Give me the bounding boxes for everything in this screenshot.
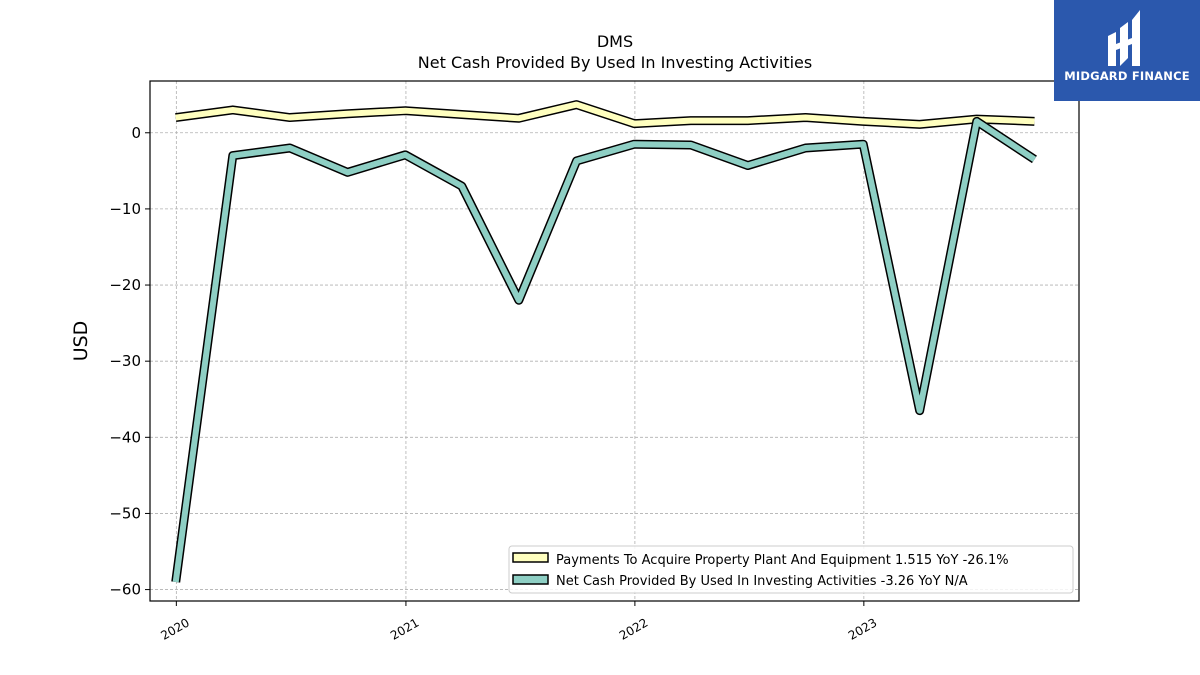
midgard-finance-logo: MIDGARD FINANCE <box>1054 0 1200 101</box>
y-tick-label: −50 <box>109 504 141 522</box>
legend: Payments To Acquire Property Plant And E… <box>508 545 1074 594</box>
y-axis-label: USD <box>70 321 92 362</box>
legend-swatch-payments <box>512 552 549 563</box>
chart-subtitle: Net Cash Provided By Used In Investing A… <box>418 53 812 72</box>
series-line-0 <box>175 101 1035 128</box>
series-line-1 <box>172 118 1037 583</box>
y-tick-label: 0 <box>131 124 141 142</box>
legend-label-net-cash: Net Cash Provided By Used In Investing A… <box>556 574 968 589</box>
grid <box>150 81 1079 601</box>
x-tick-label: 2023 <box>846 615 879 642</box>
x-tick-label: 2020 <box>158 615 191 642</box>
chart-title: DMS <box>597 32 633 51</box>
x-tick-label: 2022 <box>617 615 650 642</box>
y-tick-label: −30 <box>109 352 141 370</box>
y-tick-label: −20 <box>109 276 141 294</box>
logo-text: MIDGARD FINANCE <box>1064 69 1190 83</box>
y-tick-label: −10 <box>109 200 141 218</box>
plot-frame <box>149 80 1080 602</box>
midgard-logo-icon <box>1108 10 1140 66</box>
legend-box <box>508 545 1074 594</box>
y-tick-label: −40 <box>109 428 141 446</box>
x-axis-ticks: 2020 2021 2022 2023 <box>158 601 879 643</box>
y-tick-label: −60 <box>109 581 141 599</box>
legend-label-payments: Payments To Acquire Property Plant And E… <box>556 553 1009 568</box>
x-tick-label: 2021 <box>388 615 421 642</box>
legend-swatch-net-cash <box>512 574 549 585</box>
y-axis-ticks: 0 −10 −20 −30 −40 −50 −60 <box>109 124 150 599</box>
series-lines <box>171 100 1037 583</box>
